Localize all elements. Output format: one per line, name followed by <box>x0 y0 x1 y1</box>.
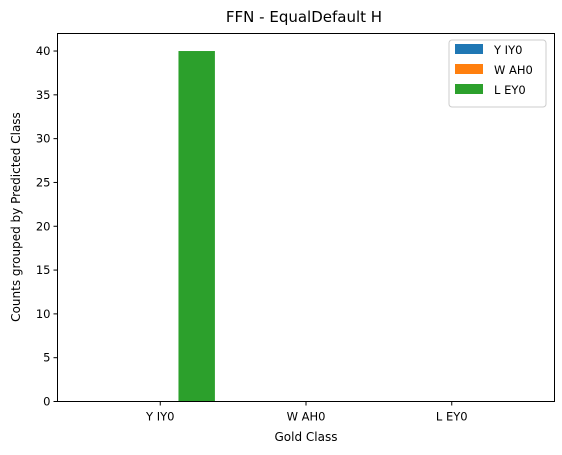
y-tick-label: 10 <box>36 307 51 321</box>
x-tick-label: Y IY0 <box>145 410 174 424</box>
y-tick-label: 30 <box>36 132 51 146</box>
legend-label: W AH0 <box>494 63 533 77</box>
x-axis-ticks: Y IY0 W AH0 L EY0 <box>145 401 468 424</box>
bars-layer <box>178 51 215 402</box>
y-tick-label: 35 <box>36 88 51 102</box>
legend-swatch <box>455 84 483 94</box>
y-axis-label: Counts grouped by Predicted Class <box>9 112 23 322</box>
x-tick-label: W AH0 <box>287 410 326 424</box>
legend: Y IY0 W AH0 L EY0 <box>448 39 547 108</box>
y-tick-label: 5 <box>43 351 50 365</box>
plot-frame <box>57 33 555 402</box>
y-tick-label: 0 <box>43 395 50 409</box>
y-tick-label: 25 <box>36 175 51 189</box>
bar-l-ey0-y-iy0 <box>178 51 215 402</box>
y-tick-label: 15 <box>36 263 51 277</box>
x-axis-label: Gold Class <box>275 430 338 444</box>
legend-swatch <box>455 64 483 74</box>
legend-label: L EY0 <box>494 83 526 97</box>
x-tick-label: L EY0 <box>436 410 468 424</box>
y-axis-ticks: 0 5 10 15 20 25 30 35 40 <box>36 44 58 409</box>
y-tick-label: 40 <box>36 44 51 58</box>
y-tick-label: 20 <box>36 219 51 233</box>
legend-swatch <box>455 44 483 54</box>
chart-title: FFN - EqualDefault H <box>226 8 382 26</box>
legend-label: Y IY0 <box>493 43 522 57</box>
